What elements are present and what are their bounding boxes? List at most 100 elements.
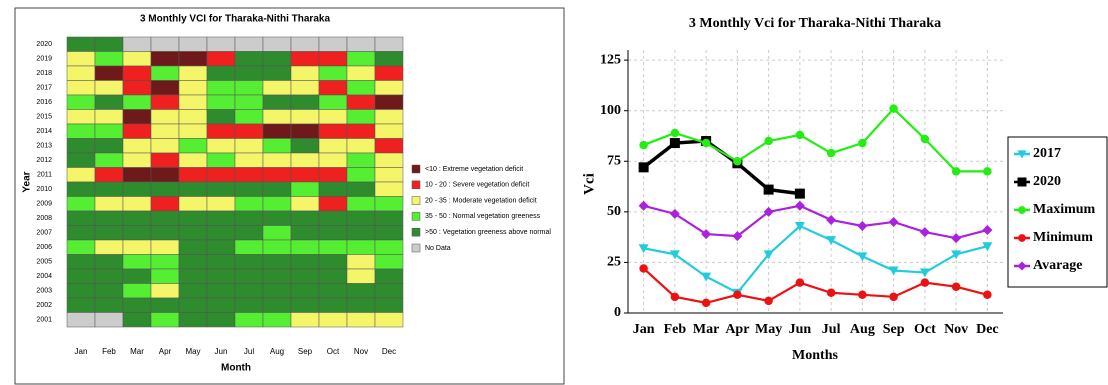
heat-cell <box>66 297 96 313</box>
heat-cell <box>234 36 264 52</box>
heat-cell <box>290 167 320 183</box>
heat-cell <box>262 254 292 270</box>
legend-swatch <box>411 243 421 253</box>
heat-cell <box>206 254 236 270</box>
heat-cell <box>178 283 208 299</box>
heat-cell <box>374 51 404 67</box>
heat-cell <box>150 312 180 328</box>
y-tick-label: 2006 <box>36 244 52 251</box>
heat-cell <box>290 80 320 96</box>
marker <box>982 242 993 252</box>
heat-cell <box>374 109 404 125</box>
heat-cell <box>178 51 208 67</box>
x-tick-label: May <box>755 322 782 337</box>
heat-cell <box>150 268 180 284</box>
heat-cell <box>234 239 264 255</box>
heat-cell <box>346 225 376 241</box>
heat-cell <box>150 297 180 313</box>
heat-cell <box>94 109 124 125</box>
heat-cell <box>374 196 404 212</box>
heat-cell <box>346 312 376 328</box>
heat-cell <box>290 109 320 125</box>
heat-cell <box>206 181 236 197</box>
heat-cell <box>206 94 236 110</box>
heat-cell <box>122 297 152 313</box>
heat-cell <box>206 297 236 313</box>
marker <box>701 272 712 282</box>
heat-cell <box>346 196 376 212</box>
heat-cell <box>346 268 376 284</box>
x-tick-label: Jan <box>75 347 88 356</box>
marker <box>763 184 774 195</box>
marker <box>857 221 868 232</box>
heat-cell <box>150 138 180 154</box>
x-tick-label: Apr <box>159 347 172 356</box>
y-tick-label: 2018 <box>36 70 52 77</box>
marker <box>983 167 992 176</box>
heat-cell <box>318 268 348 284</box>
x-tick-label: Nov <box>354 347 368 356</box>
heat-cell <box>318 51 348 67</box>
y-tick-label: 25 <box>607 255 621 270</box>
marker <box>670 292 680 302</box>
heat-cell <box>66 65 96 81</box>
heat-cell <box>94 94 124 110</box>
heat-cell <box>122 181 152 197</box>
x-tick-label: Feb <box>664 322 687 337</box>
heat-cell <box>290 36 320 52</box>
marker <box>732 231 743 242</box>
heat-cell <box>122 65 152 81</box>
marker <box>982 225 993 236</box>
heat-cell <box>290 181 320 197</box>
x-tick-label: Jun <box>789 322 812 337</box>
marker <box>888 216 899 227</box>
y-tick-label: 2010 <box>36 186 52 193</box>
heat-cell <box>374 80 404 96</box>
marker <box>639 140 648 150</box>
heat-cell <box>262 210 292 226</box>
y-tick-label: 75 <box>607 153 621 168</box>
marker <box>794 200 805 211</box>
heat-cell <box>374 254 404 270</box>
heat-cell <box>122 94 152 110</box>
heat-cell <box>206 65 236 81</box>
legend-swatch <box>411 212 421 221</box>
series-line <box>642 267 988 305</box>
heat-cell <box>346 152 376 168</box>
heat-cell <box>150 94 180 110</box>
marker <box>889 104 898 113</box>
heat-cell <box>318 152 348 168</box>
x-tick-label: Sep <box>883 322 905 337</box>
heat-cell <box>178 297 208 313</box>
y-tick-label: 2008 <box>36 215 52 222</box>
heat-cell <box>122 312 152 328</box>
heat-cell <box>122 196 152 212</box>
heat-cell <box>206 312 236 328</box>
heat-cell <box>150 109 180 125</box>
heat-cell <box>318 167 348 183</box>
heat-cell <box>374 210 404 226</box>
y-tick-label: 50 <box>607 204 621 219</box>
series-line <box>642 139 801 196</box>
y-tick-label: 2009 <box>36 201 52 208</box>
heat-cell <box>290 138 320 154</box>
heat-cell <box>318 239 348 255</box>
heat-cell <box>346 80 376 96</box>
heat-cell <box>94 65 124 81</box>
heat-cell <box>206 167 236 183</box>
heat-cell <box>66 80 96 96</box>
heat-cell <box>346 94 376 110</box>
heat-cell <box>122 51 152 67</box>
heat-cell <box>346 181 376 197</box>
x-tick-label: Jul <box>822 322 841 337</box>
heat-cell <box>262 239 292 255</box>
heat-cell <box>374 152 404 168</box>
marker <box>826 288 836 298</box>
heat-cell <box>290 152 320 168</box>
heat-cell <box>178 65 208 81</box>
heat-cell <box>66 196 96 212</box>
legend-label: 35 - 50 : Normal vegetation greeness <box>425 213 541 220</box>
heat-cell <box>346 65 376 81</box>
series-line <box>643 204 988 240</box>
